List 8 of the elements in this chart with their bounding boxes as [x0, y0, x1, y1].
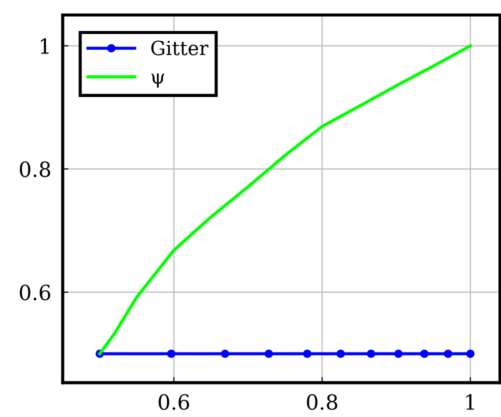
- y-tick-label: 1: [40, 38, 49, 54]
- y-tick-label: 0.6: [20, 284, 50, 300]
- x-tick-label: 0.6: [158, 394, 190, 410]
- legend-label: Gitter: [151, 40, 208, 56]
- y-tick-label: 0.8: [20, 161, 50, 178]
- x-tick-label: 0.8: [306, 394, 338, 410]
- legend-label: ψ: [151, 74, 164, 88]
- x-tick-label: 1: [466, 394, 474, 410]
